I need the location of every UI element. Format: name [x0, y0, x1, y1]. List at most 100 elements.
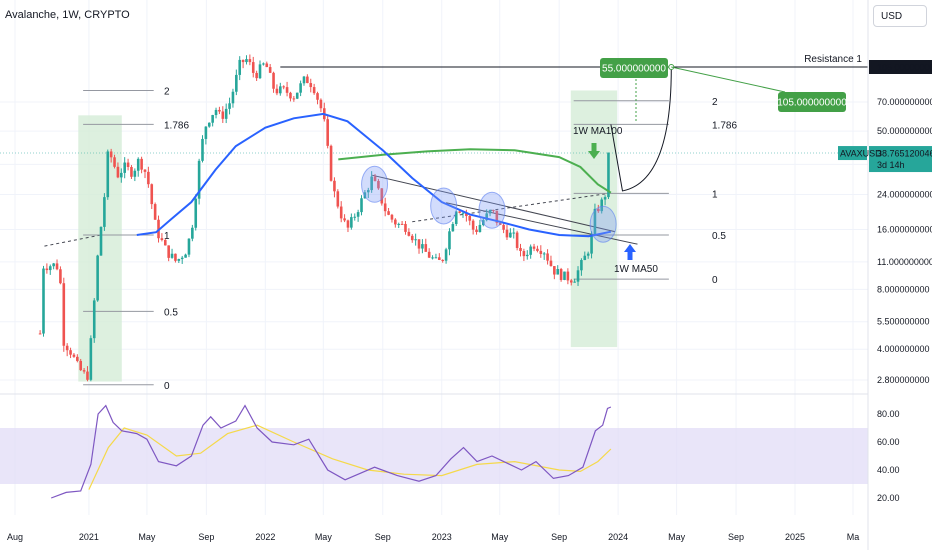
candle — [316, 93, 319, 100]
candle — [434, 257, 438, 259]
candle — [38, 333, 42, 335]
candle — [235, 74, 238, 92]
candle — [451, 224, 455, 232]
last-price-tag — [869, 146, 932, 173]
time-tick-label: May — [315, 532, 333, 542]
candle — [170, 253, 174, 258]
chart-title: Avalanche, 1W, CRYPTO — [5, 9, 130, 21]
candle — [360, 198, 363, 213]
candle — [370, 176, 373, 191]
candle — [207, 122, 211, 127]
candle — [586, 253, 590, 256]
highlight-circle — [478, 191, 506, 229]
candle — [279, 86, 282, 94]
candle — [421, 244, 424, 249]
candle — [475, 229, 478, 232]
time-tick-label: May — [138, 532, 156, 542]
candle — [275, 88, 279, 94]
price-tick-label: 2.800000000 — [877, 375, 930, 385]
time-tick-label: May — [491, 532, 509, 542]
candle — [150, 184, 154, 205]
candle — [495, 210, 499, 223]
candle — [126, 162, 130, 167]
candle — [306, 76, 309, 84]
fib-left-label: 0.5 — [164, 307, 178, 318]
candle — [106, 151, 110, 198]
time-tick-label: 2024 — [608, 532, 628, 542]
candle — [76, 356, 79, 361]
fib-left-label: 1.786 — [164, 120, 189, 131]
candle — [600, 199, 604, 212]
time-tick-label: Aug — [7, 532, 23, 542]
fib-right-label: 1 — [712, 189, 718, 200]
candle — [363, 192, 367, 199]
candle — [607, 152, 610, 198]
candle — [539, 250, 543, 254]
target-top-tag-bg — [600, 58, 668, 78]
candle — [214, 109, 218, 116]
arrow-shaft — [591, 143, 597, 152]
fib-right-label: 0.5 — [712, 231, 726, 242]
candle — [559, 269, 563, 280]
candle — [509, 232, 512, 238]
candle — [580, 260, 583, 271]
price-tick-label: 24.000000000 — [877, 189, 932, 199]
candle — [576, 270, 580, 282]
price-tick-label: 4.000000000 — [877, 344, 930, 354]
candle — [326, 119, 329, 146]
candle — [187, 238, 191, 255]
candle — [221, 111, 225, 119]
fib-right-label: 0 — [712, 275, 718, 286]
candle — [346, 220, 350, 228]
candle — [69, 350, 72, 355]
candle — [583, 255, 587, 261]
candle — [427, 251, 431, 258]
target-right-tag-text: 105.000000000 — [777, 98, 847, 109]
candle — [258, 64, 262, 79]
candle — [410, 235, 414, 241]
candle — [390, 214, 394, 220]
fib-left-label: 0 — [164, 381, 170, 392]
candle — [262, 63, 265, 65]
price-axis[interactable]: 2.800000000 4.000000000 5.500000000 8.00000… — [838, 60, 932, 503]
candle — [143, 169, 147, 172]
candle — [130, 166, 133, 177]
candle — [285, 87, 289, 93]
time-tick-label: 2022 — [255, 532, 275, 542]
arrow-head — [588, 151, 600, 159]
candle — [397, 223, 401, 225]
candle — [417, 239, 421, 249]
target-top-tag: 55.000000000 — [600, 58, 668, 78]
time-tick-label: Ma — [847, 532, 860, 542]
candle — [282, 86, 285, 88]
candle — [339, 206, 343, 219]
candle — [299, 83, 302, 93]
candle — [194, 198, 198, 228]
highlight-circle — [361, 165, 389, 203]
rsi-ma-line — [88, 424, 612, 490]
candle — [329, 145, 333, 181]
target-connector — [671, 66, 786, 93]
time-tick-label: May — [668, 532, 686, 542]
annotations: Resistance 1 1W MA100 1W MA50 2 1.786 1 0.5 0 2 1… — [164, 54, 862, 392]
descending-trendline-b — [445, 202, 638, 245]
time-axis[interactable]: Aug 2021 May Sep 2022 May Sep 2023 May Sep 2024 May… — [7, 532, 859, 542]
currency-button[interactable]: USD — [873, 5, 927, 27]
candle — [529, 246, 532, 255]
time-tick-label: Sep — [728, 532, 744, 542]
fib-right-label: 1.786 — [712, 120, 737, 131]
candle — [92, 300, 96, 339]
candle — [241, 59, 245, 63]
candle — [525, 254, 529, 257]
candle — [512, 232, 516, 234]
candle — [356, 212, 360, 217]
candle — [160, 238, 164, 241]
candle — [468, 216, 472, 221]
candle — [268, 67, 272, 73]
candle — [59, 269, 62, 284]
candle — [536, 248, 539, 251]
candle — [461, 212, 465, 214]
time-tick-label: Sep — [198, 532, 214, 542]
candle — [191, 227, 194, 239]
